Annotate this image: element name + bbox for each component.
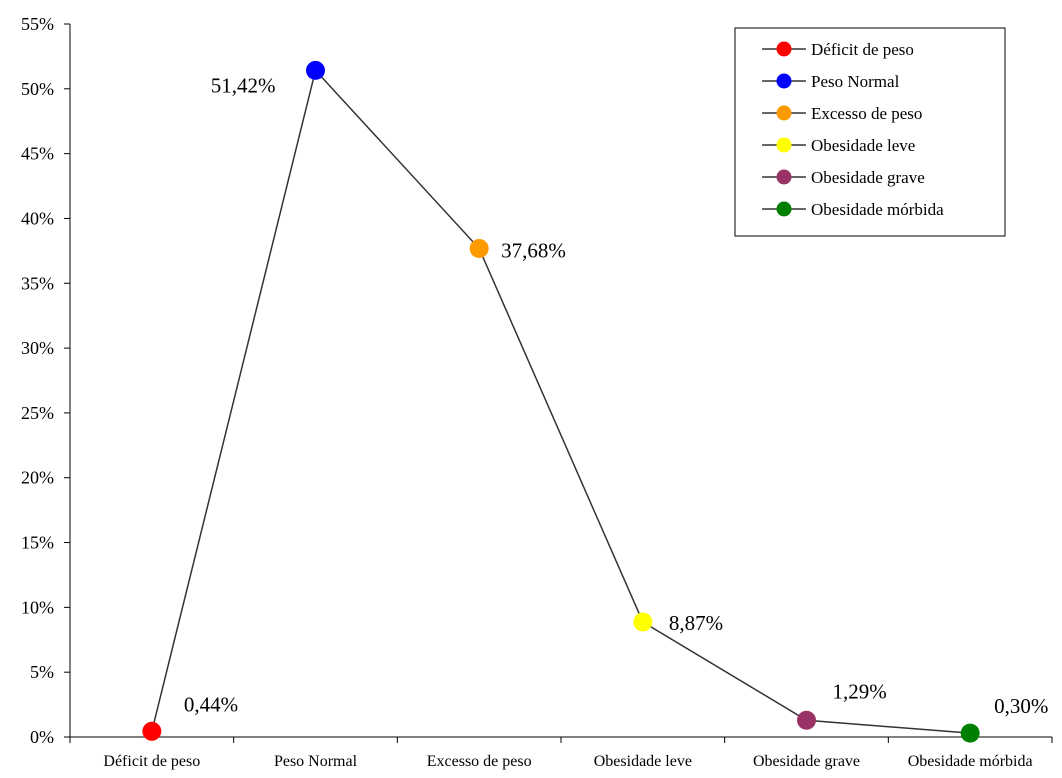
y-tick-label: 35%: [21, 273, 54, 293]
x-tick-label: Obesidade leve: [594, 753, 692, 770]
data-point: [633, 612, 653, 632]
data-label: 1,29%: [833, 679, 887, 703]
legend-box: [734, 27, 1006, 237]
data-point: [306, 60, 325, 80]
y-tick-label: 50%: [21, 79, 54, 99]
legend-marker: [776, 105, 792, 121]
y-tick-label: 5%: [30, 662, 54, 682]
y-tick-label: 40%: [21, 208, 54, 228]
y-tick-label: 20%: [21, 468, 54, 488]
x-tick-label: Peso Normal: [274, 753, 358, 770]
y-tick-label: 10%: [21, 597, 54, 617]
y-tick-label: 45%: [21, 144, 54, 164]
y-tick-label: 30%: [21, 338, 54, 358]
legend: Déficit de peso Peso Normal Excesso de pes…: [734, 27, 1006, 237]
legend-marker: [776, 137, 792, 153]
legend-label: Peso Normal: [811, 72, 900, 91]
y-tick-label: 25%: [21, 403, 54, 423]
data-label: 51,42%: [211, 73, 276, 97]
x-tick-label: Déficit de peso: [103, 753, 200, 770]
data-point: [142, 721, 162, 741]
data-point: [960, 723, 980, 743]
data-point: [469, 239, 489, 259]
y-tick-label: 55%: [21, 14, 54, 34]
x-tick-label: Excesso de peso: [427, 753, 532, 770]
legend-label: Obesidade mórbida: [811, 200, 944, 219]
legend-marker: [776, 41, 792, 57]
x-tick-label: Obesidade grave: [753, 753, 860, 770]
data-label: 37,68%: [501, 239, 566, 263]
data-point: [797, 710, 816, 730]
data-label: 0,30%: [994, 694, 1048, 718]
legend-marker: [776, 201, 792, 217]
legend-label: Déficit de peso: [811, 40, 914, 59]
y-tick-label: 0%: [30, 727, 54, 747]
plot-area: 0% 5% 10% 15% 20% 25% 30% 35% 40% 45% 50% 55% Défici…: [21, 14, 1053, 770]
y-tick-label: 15%: [21, 533, 54, 553]
legend-marker: [776, 73, 792, 89]
legend-label: Excesso de peso: [811, 104, 922, 123]
x-tick-label: Obesidade mórbida: [908, 753, 1033, 770]
data-label: 0,44%: [184, 692, 238, 716]
data-label: 8,87%: [669, 611, 723, 635]
series-line: [151, 68, 971, 734]
legend-label: Obesidade leve: [811, 136, 915, 155]
legend-label: Obesidade grave: [811, 168, 925, 187]
legend-marker: [776, 169, 792, 185]
